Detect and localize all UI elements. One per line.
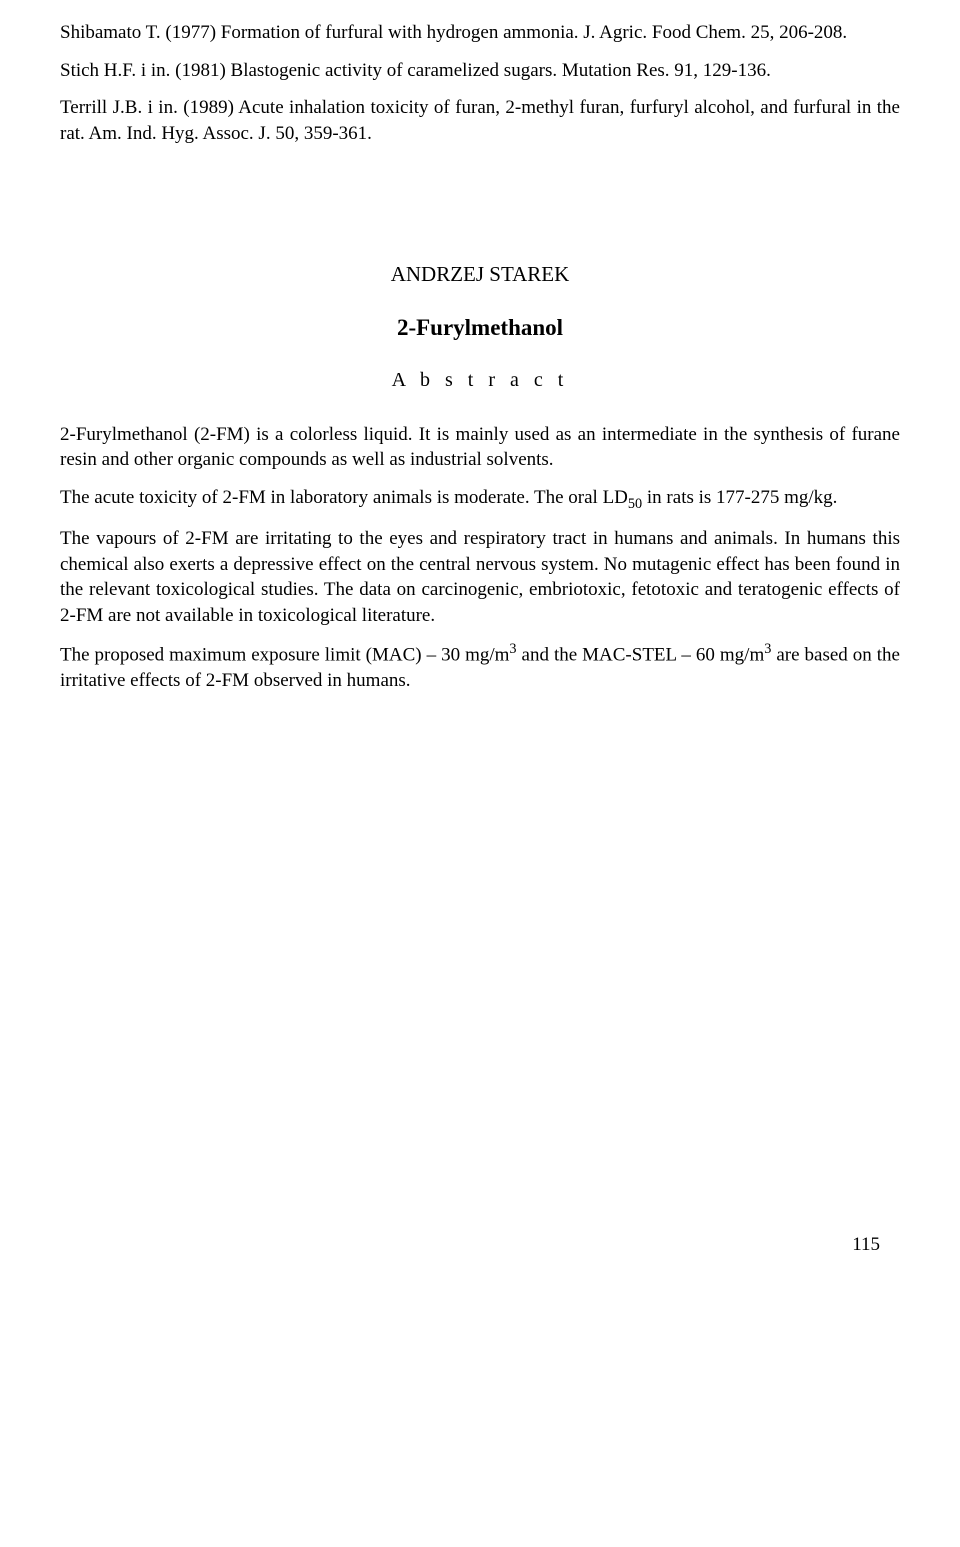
author-name: ANDRZEJ STAREK: [60, 262, 900, 287]
abstract-paragraph: The acute toxicity of 2-FM in laboratory…: [60, 485, 900, 514]
abstract-text: The acute toxicity of 2-FM in laboratory…: [60, 487, 628, 508]
superscript: 3: [509, 641, 516, 657]
abstract-paragraph: The proposed maximum exposure limit (MAC…: [60, 640, 900, 694]
abstract-text: and the MAC-STEL – 60 mg/m: [517, 645, 765, 666]
page-number: 115: [60, 1234, 900, 1256]
abstract-heading: A b s t r a c t: [60, 369, 900, 392]
document-title: 2-Furylmethanol: [60, 315, 900, 341]
reference-entry: Stich H.F. i in. (1981) Blastogenic acti…: [60, 58, 900, 84]
reference-entry: Terrill J.B. i in. (1989) Acute inhalati…: [60, 95, 900, 146]
abstract-text: The proposed maximum exposure limit (MAC…: [60, 645, 509, 666]
reference-entry: Shibamato T. (1977) Formation of furfura…: [60, 20, 900, 46]
abstract-paragraph: The vapours of 2-FM are irritating to th…: [60, 526, 900, 629]
abstract-text: in rats is 177-275 mg/kg.: [642, 487, 837, 508]
abstract-paragraph: 2-Furylmethanol (2-FM) is a colorless li…: [60, 422, 900, 473]
document-page: Shibamato T. (1977) Formation of furfura…: [0, 0, 960, 1296]
subscript: 50: [628, 496, 642, 512]
